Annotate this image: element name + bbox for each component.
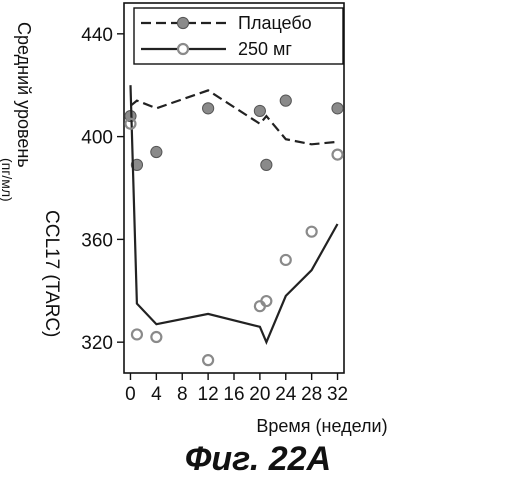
- y-tick-label: 320: [81, 333, 113, 354]
- legend: Плацебо 250 мг: [134, 8, 343, 64]
- series-line-placebo: [131, 90, 338, 144]
- x-tick-label: 20: [249, 384, 270, 405]
- data-point-placebo: [151, 146, 162, 157]
- figure-caption: Фиг. 22А: [0, 440, 516, 479]
- data-point-placebo: [254, 105, 265, 116]
- series-line-dose-250mg: [131, 85, 338, 342]
- y-axis-title-line-3: CCL17 (TARC): [41, 210, 62, 337]
- x-tick-label: 0: [125, 384, 136, 405]
- y-tick-label: 360: [81, 230, 113, 251]
- data-point-placebo: [332, 103, 343, 114]
- legend-label-placebo: Плацебо: [238, 13, 312, 33]
- x-tick-label: 8: [177, 384, 188, 405]
- legend-label-dose-250mg: 250 мг: [238, 39, 292, 59]
- x-tick-label: 12: [198, 384, 219, 405]
- data-point-dose-250mg: [132, 329, 142, 339]
- legend-marker-dose-250mg: [178, 44, 188, 54]
- y-tick-label: 400: [81, 128, 113, 149]
- data-point-placebo: [203, 103, 214, 114]
- x-tick-label: 4: [151, 384, 162, 405]
- data-point-dose-250mg: [203, 355, 213, 365]
- x-tick-label: 32: [327, 384, 348, 405]
- data-point-placebo: [261, 159, 272, 170]
- y-axis-title-line-1: Средний уровень: [14, 22, 34, 168]
- x-axis-title: Время (недели): [256, 416, 387, 436]
- data-point-placebo: [280, 95, 291, 106]
- y-axis-title-line-2: (пг/мл): [0, 158, 15, 202]
- legend-marker-placebo: [177, 17, 188, 28]
- y-tick-label: 440: [81, 25, 113, 46]
- data-point-dose-250mg: [307, 227, 317, 237]
- data-point-dose-250mg: [151, 332, 161, 342]
- x-tick-label: 24: [275, 384, 297, 405]
- chart-figure: Средний уровень (пг/мл) CCL17 (TARC) 048…: [0, 0, 516, 440]
- y-axis-title: Средний уровень (пг/мл) CCL17 (TARC): [0, 22, 62, 337]
- x-tick-label: 16: [223, 384, 244, 405]
- x-tick-label: 28: [301, 384, 322, 405]
- data-point-dose-250mg: [333, 150, 343, 160]
- data-point-dose-250mg: [281, 255, 291, 265]
